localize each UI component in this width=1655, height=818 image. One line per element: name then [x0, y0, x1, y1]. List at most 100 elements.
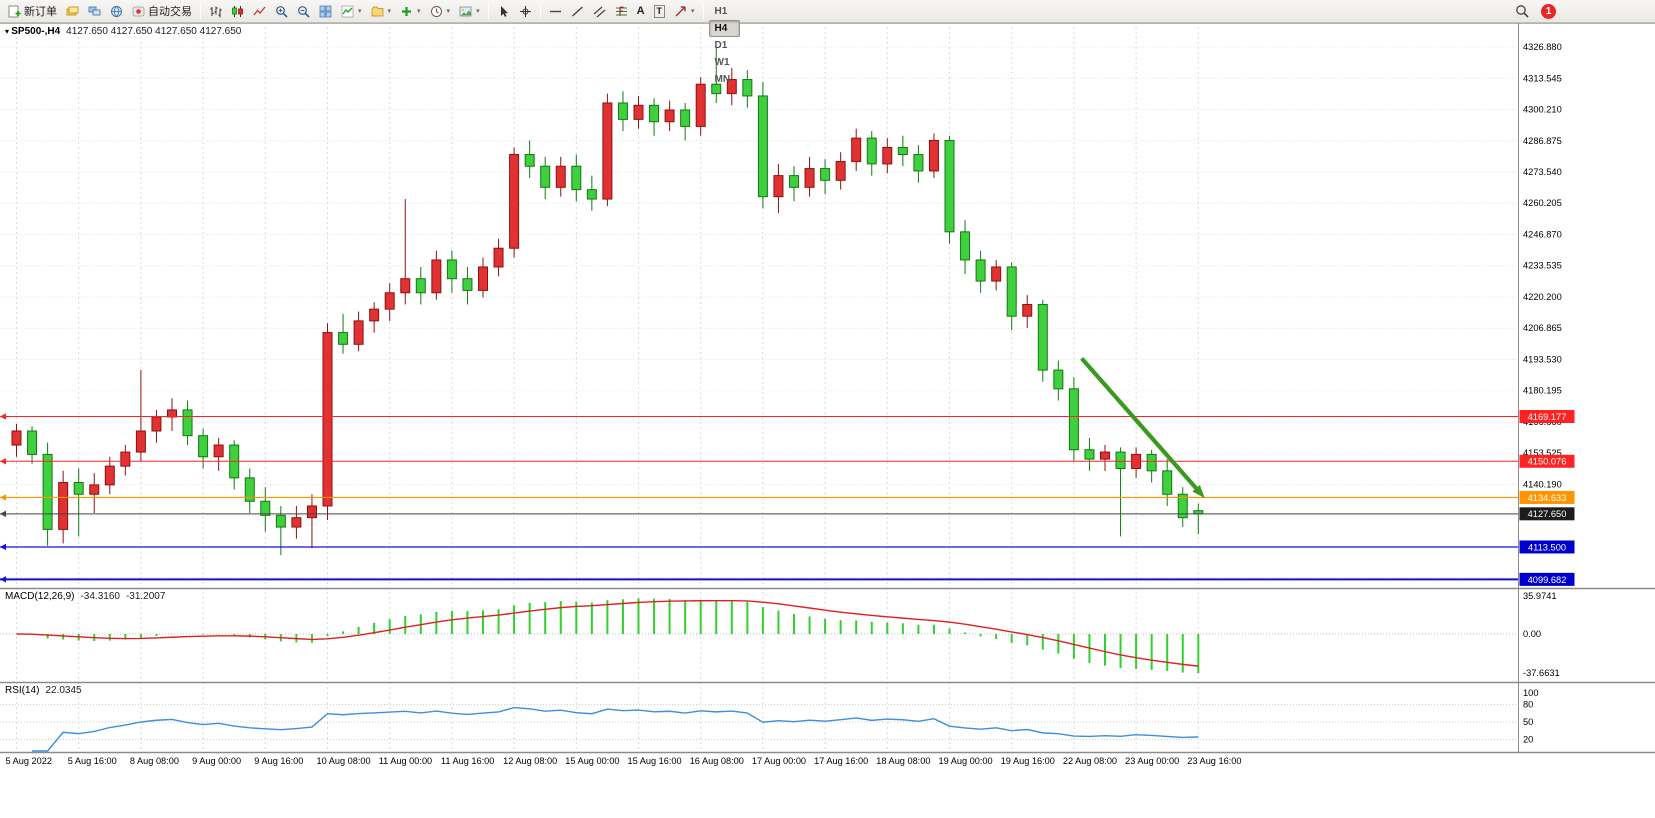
indicators-button[interactable]: ▾ [337, 2, 366, 21]
line-left-marker [0, 413, 6, 420]
macd-signal-line [16, 599, 1199, 667]
cursor-tool-button[interactable] [493, 2, 514, 21]
candle [804, 168, 815, 188]
candle [244, 477, 255, 502]
trendline-tool-button[interactable] [567, 2, 588, 21]
timeframe-MN[interactable]: MN [714, 73, 731, 85]
tickets-icon [66, 6, 79, 15]
time-axis-label: 11 Aug 00:00 [379, 756, 432, 766]
globe-icon [111, 5, 122, 17]
macd-axis-label: 35.9741 [1523, 591, 1557, 601]
price-badge-label: 4134.633 [1528, 493, 1567, 503]
crosshair-tool-button[interactable] [515, 2, 536, 21]
horizontal-line-tool-button[interactable] [545, 2, 566, 21]
line-left-marker [0, 576, 6, 583]
screenshot-button[interactable]: ▾ [455, 2, 484, 21]
candle [882, 146, 893, 165]
channel-tool-button[interactable] [589, 2, 610, 21]
trend-arrow-head [1192, 484, 1205, 499]
time-axis-label: 11 Aug 16:00 [441, 756, 494, 766]
candle [540, 165, 551, 188]
timeframe-H1[interactable]: H1 [714, 5, 728, 17]
timeframe-W1[interactable]: W1 [714, 56, 730, 68]
image-icon [459, 6, 472, 16]
time-axis-label: 19 Aug 00:00 [939, 756, 993, 766]
line-chart-button[interactable] [249, 2, 270, 21]
bar-chart-icon [210, 6, 222, 17]
monitors-icon [88, 6, 101, 15]
channel-icon [593, 6, 605, 17]
candle [913, 154, 924, 172]
time-axis-label: 15 Aug 00:00 [565, 756, 619, 766]
orders-button[interactable] [62, 2, 83, 21]
toolbar-separator [539, 3, 541, 19]
auto-trading-button[interactable]: 自动交易 [128, 2, 196, 21]
candle [820, 168, 831, 181]
zoom-out-button[interactable] [293, 2, 314, 21]
search-button[interactable] [1511, 2, 1533, 21]
candle [42, 453, 53, 530]
candle [104, 465, 115, 486]
candle [182, 409, 193, 437]
price-tick-label: 4193.530 [1523, 354, 1562, 364]
price-tick-label: 4260.205 [1523, 198, 1562, 208]
timeframe-D1[interactable]: D1 [714, 39, 728, 51]
macd-indicator-label: MACD(12,26,9) -34.3160 -31.2007 [5, 591, 165, 602]
time-axis-label: 12 Aug 08:00 [503, 756, 557, 766]
trend-arrow[interactable] [1080, 356, 1203, 496]
period-button[interactable]: ▾ [426, 2, 455, 21]
label-tool-button[interactable]: T [650, 2, 670, 21]
price-badge [1519, 454, 1575, 468]
shapes-tool-button[interactable]: ▾ [670, 2, 699, 21]
community-button[interactable] [106, 2, 127, 21]
candle [260, 500, 271, 516]
candle [1037, 303, 1048, 371]
text-tool-button[interactable]: A [633, 2, 649, 21]
candle [586, 189, 597, 200]
price-badge-label: 4127.650 [1528, 509, 1567, 519]
label-tool-icon: T [653, 4, 666, 18]
zoom-in-button[interactable] [271, 2, 292, 21]
candle [1006, 266, 1017, 317]
notification-badge[interactable]: 1 [1541, 3, 1556, 19]
toolbar-separator [487, 3, 489, 19]
toolbar-separator [200, 3, 201, 19]
chart-background[interactable] [0, 23, 1655, 818]
time-axis-label: 9 Aug 16:00 [254, 756, 303, 766]
templates-button[interactable]: ▾ [367, 2, 396, 21]
new-order-button[interactable]: 新订单 [4, 2, 61, 21]
line-left-marker [0, 458, 6, 465]
auto-trading-icon [132, 6, 145, 16]
timeframe-H4[interactable]: H4 [708, 19, 740, 37]
price-tick-label: 4153.525 [1523, 448, 1562, 458]
candle [1084, 449, 1095, 460]
clock-icon [430, 5, 442, 17]
macd-main-value: -34.3160 [80, 591, 120, 602]
bar-chart-button[interactable] [205, 2, 226, 21]
price-badge [1519, 507, 1575, 521]
tile-windows-button[interactable] [315, 2, 336, 21]
timeframe-toolbar: M1M5M15M30H1H4D1W1MN [708, 0, 741, 88]
candle [1100, 451, 1110, 460]
time-axis-label: 5 Aug 2022 [6, 756, 53, 766]
time-axis-label: 5 Aug 16:00 [68, 756, 117, 766]
price-tick-label: 4273.540 [1523, 167, 1562, 177]
time-axis-label: 17 Aug 00:00 [752, 756, 806, 766]
crosshair-icon [519, 5, 531, 17]
indicators-icon [341, 5, 354, 17]
price-tick-label: 4206.865 [1523, 323, 1562, 333]
fibonacci-tool-button[interactable] [611, 2, 632, 21]
ohlc-readout: 4127.650 4127.650 4127.650 4127.650 [66, 26, 242, 37]
time-axis-label: 8 Aug 08:00 [130, 756, 179, 766]
candlestick-chart-button[interactable] [227, 2, 248, 21]
tile-windows-icon [319, 5, 332, 17]
market-watch-button[interactable] [84, 2, 105, 21]
time-axis-label: 16 Aug 08:00 [690, 756, 744, 766]
time-axis-label: 9 Aug 00:00 [192, 756, 241, 766]
rsi-axis-label: 20 [1523, 734, 1533, 744]
new-chart-button[interactable]: ▾ [396, 2, 425, 21]
folder-icon [371, 6, 383, 16]
candle [789, 175, 799, 188]
candle [928, 139, 939, 172]
